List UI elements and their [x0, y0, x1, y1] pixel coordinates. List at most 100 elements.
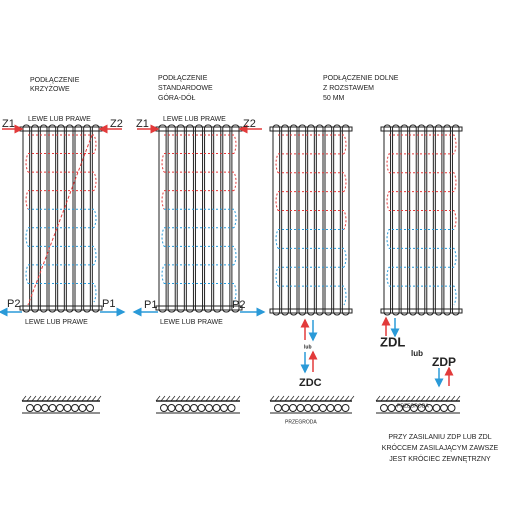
header: [19, 126, 103, 132]
flow-line: [386, 266, 454, 287]
panel-title: STANDARDOWE: [158, 85, 213, 92]
hatch: [46, 395, 52, 402]
tube: [434, 124, 443, 316]
hatch: [314, 395, 320, 402]
tube: [176, 124, 185, 313]
pipe: [319, 404, 327, 412]
flow-line: [389, 134, 457, 155]
pipe: [220, 404, 228, 412]
pipe: [182, 404, 191, 412]
pipe: [212, 404, 221, 412]
pipe: [41, 404, 49, 412]
hatch: [165, 395, 171, 402]
hatch: [344, 395, 350, 402]
return-label: P1: [102, 298, 115, 310]
supply-label: Z1: [2, 118, 15, 130]
hatch: [230, 395, 236, 402]
pipe: [167, 404, 176, 412]
flow-line: [389, 172, 457, 192]
tube: [272, 124, 281, 316]
tube: [417, 124, 426, 316]
flow-line: [389, 210, 457, 230]
tube: [74, 124, 83, 313]
hatch: [430, 395, 436, 402]
tube: [65, 124, 74, 313]
pipe: [175, 404, 183, 412]
hatch: [66, 395, 72, 402]
pipe: [227, 404, 236, 412]
hatch: [405, 395, 411, 402]
hatch: [279, 395, 285, 402]
panel-title: 50 MM: [323, 95, 345, 102]
hatch: [390, 395, 396, 402]
hatch: [309, 395, 315, 402]
return-label: P2: [232, 299, 245, 311]
connector-label: ZDC: [299, 377, 322, 389]
bottom-label: LEWE LUB PRAWE: [25, 319, 88, 326]
pipe: [440, 404, 448, 412]
hatch: [215, 395, 221, 402]
tube: [341, 124, 350, 316]
supply-label: Z1: [136, 118, 149, 130]
hatch: [86, 395, 92, 402]
hatch: [56, 395, 62, 402]
hatch: [455, 395, 461, 402]
tube: [167, 124, 176, 313]
pipe: [387, 404, 396, 412]
hatch: [334, 395, 340, 402]
tube: [213, 124, 222, 313]
header: [269, 308, 353, 314]
bottom-label: LEWE LUB PRAWE: [160, 319, 223, 326]
pipe: [71, 404, 79, 412]
header: [19, 305, 103, 311]
hatch: [91, 395, 97, 402]
pipe: [205, 404, 213, 412]
pipe: [63, 404, 72, 412]
tube: [324, 124, 333, 316]
header: [155, 305, 243, 311]
pipe: [334, 404, 342, 412]
or-label: lub: [411, 349, 423, 358]
panel-title: Z ROZSTAWEM: [323, 85, 374, 92]
pipe: [341, 404, 350, 412]
hatch: [319, 395, 325, 402]
hatch: [450, 395, 456, 402]
tube: [392, 124, 400, 316]
tube: [22, 124, 31, 313]
panel-title: PODŁĄCZENIE DOLNE: [323, 75, 399, 82]
flow-line: [27, 134, 93, 306]
header: [380, 308, 463, 314]
hatch: [324, 395, 330, 402]
partition-label: PRZEGRODA: [285, 419, 317, 425]
flow-line: [386, 228, 454, 249]
hatch: [21, 395, 27, 402]
pipe: [311, 404, 320, 412]
pipe: [380, 404, 388, 412]
hatch: [160, 395, 166, 402]
hatch: [274, 395, 280, 402]
hatch: [445, 395, 451, 402]
hatch: [36, 395, 42, 402]
hatch: [435, 395, 441, 402]
hatch: [294, 395, 300, 402]
hatch: [380, 395, 386, 402]
tube: [185, 124, 194, 313]
pipe: [197, 404, 206, 412]
hatch: [289, 395, 295, 402]
hatch: [190, 395, 196, 402]
pipe: [48, 404, 57, 412]
tube: [204, 124, 213, 313]
hatch: [299, 395, 305, 402]
header: [155, 126, 243, 132]
tube: [400, 124, 409, 316]
hatch: [395, 395, 401, 402]
tube: [31, 124, 39, 313]
hatch: [205, 395, 211, 402]
hatch: [210, 395, 216, 402]
hatch: [284, 395, 290, 402]
hatch: [195, 395, 201, 402]
hatch: [26, 395, 32, 402]
tube: [91, 124, 100, 313]
tube: [315, 124, 324, 316]
tube: [194, 124, 204, 313]
